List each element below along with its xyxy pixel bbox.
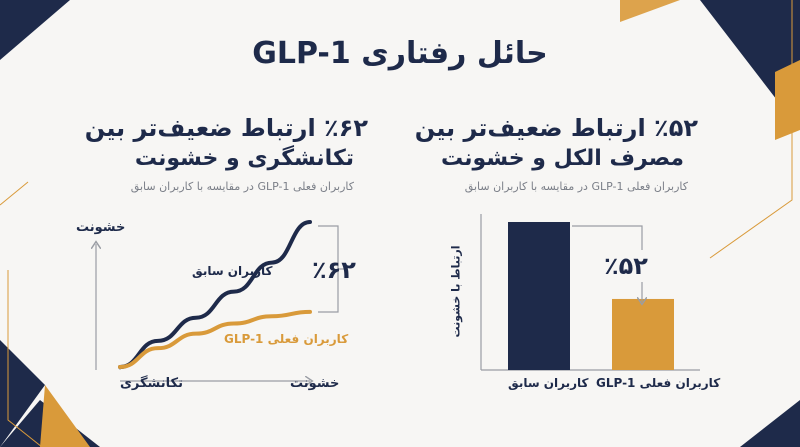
left-heading-line1: ٪۶۲ ارتباط ضعیف‌تر بین: [84, 114, 368, 142]
left-subtitle: کاربران فعلی GLP-1 در مقایسه با کاربران …: [130, 180, 354, 193]
line-series-label-former: کاربران سابق: [192, 264, 273, 278]
bar-category-current: کاربران فعلی GLP-1: [596, 376, 721, 390]
line-x-label: تکانشگری: [120, 376, 183, 391]
bar-0: [508, 222, 570, 370]
right-subtitle: کاربران فعلی GLP-1 در مقایسه با کاربران …: [464, 180, 688, 193]
bar-annotation: ٪۵۲: [604, 252, 648, 280]
right-heading-line1: ٪۵۲ ارتباط ضعیف‌تر بین: [414, 114, 698, 142]
right-heading-line2: مصرف الکل و خشونت: [440, 146, 684, 171]
line-series-1: [118, 309, 312, 369]
line-annotation: ٪۶۲: [312, 256, 356, 284]
bar-connector: [572, 225, 643, 250]
line-series-label-current: کاربران فعلی GLP-1: [224, 332, 349, 346]
line-series-0: [118, 220, 312, 369]
page-title: حائل رفتاری GLP-1: [252, 36, 548, 71]
bar-category-former: کاربران سابق: [508, 376, 589, 390]
bar-y-label: ارتباط با خشونت: [449, 245, 463, 338]
line-y-label: خشونت: [76, 220, 126, 235]
bar-1: [612, 298, 674, 370]
left-heading-line2: تکانشگری و خشونت: [134, 146, 354, 171]
line-x-arrow-label: خشونت: [290, 376, 340, 391]
